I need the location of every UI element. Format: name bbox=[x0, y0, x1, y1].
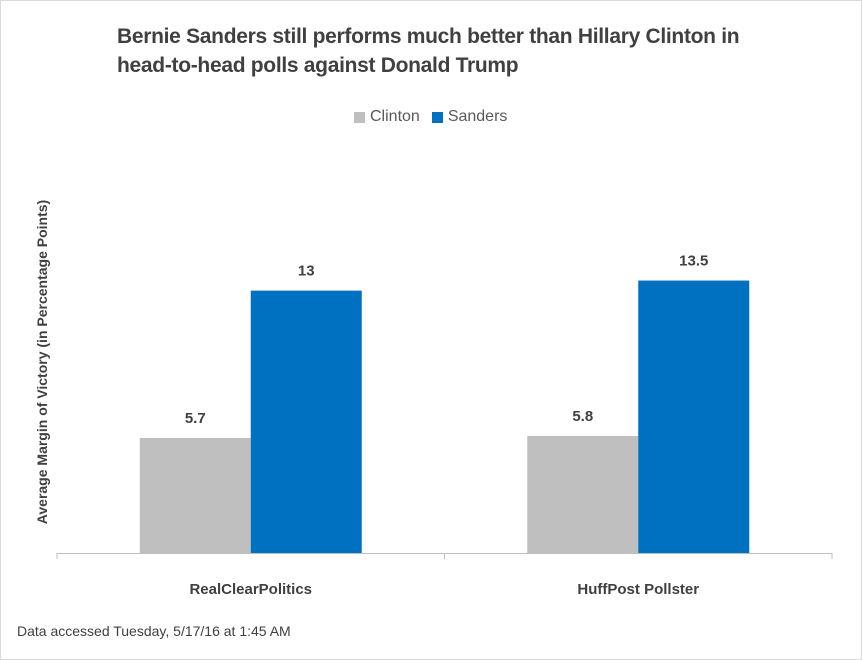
legend-swatch-sanders bbox=[431, 111, 443, 123]
bar-clinton-1 bbox=[527, 435, 639, 553]
bar-clinton-0 bbox=[139, 437, 251, 553]
data-label-sanders-0: 13 bbox=[298, 263, 315, 280]
data-label-clinton-1: 5.8 bbox=[572, 408, 593, 425]
chart-title-line-2: head-to-head polls against Donald Trump bbox=[117, 54, 519, 77]
legend-label-sanders: Sanders bbox=[447, 108, 508, 125]
x-tick-label-1: HuffPost Pollster bbox=[577, 581, 699, 598]
bar-sanders-0 bbox=[250, 290, 362, 553]
data-label-clinton-0: 5.7 bbox=[185, 410, 206, 427]
legend-label-clinton: Clinton bbox=[370, 108, 420, 125]
legend-swatch-clinton bbox=[354, 111, 365, 123]
chart-legend: Clinton Sanders bbox=[354, 108, 519, 126]
chart-title-line-1: Bernie Sanders still performs much bette… bbox=[117, 25, 740, 48]
x-tick-label-0: RealClearPolitics bbox=[189, 581, 312, 598]
bar-sanders-1 bbox=[638, 280, 750, 553]
legend-item-sanders: Sanders bbox=[431, 108, 508, 126]
legend-item-clinton: Clinton bbox=[354, 108, 420, 126]
bar-chart: 5.7 13 RealClearPolitics 5.8 13.5 HuffPost Po… bbox=[56, 253, 833, 598]
footnote: Data accessed Tuesday, 5/17/16 at 1:45 A… bbox=[17, 623, 291, 639]
data-label-sanders-1: 13.5 bbox=[679, 253, 708, 270]
chart-title: Bernie Sanders still performs much bette… bbox=[117, 22, 817, 80]
